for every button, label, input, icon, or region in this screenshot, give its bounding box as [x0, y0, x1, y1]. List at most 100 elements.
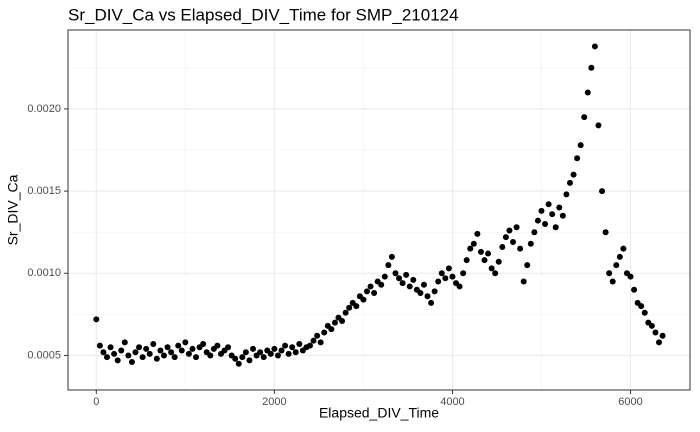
point: [378, 281, 385, 288]
point: [609, 278, 616, 285]
point: [581, 114, 588, 121]
point: [175, 342, 182, 349]
point: [396, 275, 403, 282]
point: [114, 357, 121, 364]
point: [388, 253, 395, 260]
point: [96, 342, 103, 349]
point: [652, 329, 659, 336]
point: [285, 350, 292, 357]
point: [574, 155, 581, 162]
point: [659, 332, 666, 339]
point: [360, 296, 367, 303]
point: [189, 345, 196, 352]
point: [616, 253, 623, 260]
point: [613, 262, 620, 269]
point: [435, 278, 442, 285]
point: [371, 290, 378, 297]
point: [182, 339, 189, 346]
point: [157, 347, 164, 354]
point: [385, 262, 392, 269]
point: [549, 211, 556, 218]
point: [100, 349, 107, 356]
point: [260, 354, 267, 361]
point: [125, 352, 132, 359]
point: [160, 352, 167, 359]
point: [438, 270, 445, 277]
point: [606, 270, 613, 277]
point: [107, 344, 114, 351]
point: [150, 340, 157, 347]
y-axis-title: Sr_DIV_Ca: [5, 174, 21, 245]
point: [499, 243, 506, 250]
point: [477, 248, 484, 255]
point: [381, 273, 388, 280]
point: [185, 350, 192, 357]
point: [306, 342, 313, 349]
point: [463, 257, 470, 264]
point: [542, 220, 549, 227]
point: [552, 224, 559, 231]
point: [225, 344, 232, 351]
point: [271, 345, 278, 352]
point: [168, 349, 175, 356]
point: [250, 345, 257, 352]
point: [342, 309, 349, 316]
point: [257, 349, 264, 356]
y-tick-label: 0.0015: [27, 185, 61, 197]
point: [242, 349, 249, 356]
panel-border: [67, 29, 691, 391]
point: [274, 352, 281, 359]
point: [118, 347, 125, 354]
point: [631, 286, 638, 293]
point: [492, 270, 499, 277]
point: [178, 347, 185, 354]
y-tick-label: 0.0010: [27, 267, 61, 279]
point: [509, 239, 516, 246]
point: [363, 288, 370, 295]
x-tick-label: 0: [93, 396, 99, 408]
point: [121, 339, 128, 346]
point: [599, 188, 606, 195]
point: [524, 262, 531, 269]
point: [591, 43, 598, 50]
point: [139, 354, 146, 361]
point: [321, 329, 328, 336]
point: [470, 240, 477, 247]
point: [538, 207, 545, 214]
point: [595, 122, 602, 129]
point: [602, 229, 609, 236]
point: [527, 240, 534, 247]
point: [588, 64, 595, 71]
point: [513, 224, 520, 231]
chart-title: Sr_DIV_Ca vs Elapsed_DIV_Time for SMP_21…: [68, 5, 459, 24]
point: [481, 257, 488, 264]
point: [403, 271, 410, 278]
point: [331, 319, 338, 326]
x-tick-label: 4000: [440, 396, 464, 408]
point: [267, 350, 274, 357]
point: [495, 258, 502, 265]
point: [328, 326, 335, 333]
point: [424, 293, 431, 300]
x-axis-title: Elapsed_DIV_Time: [319, 405, 439, 421]
point: [556, 204, 563, 211]
point: [467, 245, 474, 252]
x-tick-label: 2000: [262, 396, 286, 408]
point: [399, 280, 406, 287]
point: [289, 344, 296, 351]
point: [559, 212, 566, 219]
point: [627, 273, 634, 280]
point: [296, 340, 303, 347]
point: [317, 339, 324, 346]
point: [367, 283, 374, 290]
point: [93, 316, 100, 323]
point: [406, 283, 413, 290]
point: [545, 201, 552, 208]
point: [314, 332, 321, 339]
point: [638, 303, 645, 310]
point: [417, 290, 424, 297]
point: [410, 276, 417, 283]
point: [520, 278, 527, 285]
